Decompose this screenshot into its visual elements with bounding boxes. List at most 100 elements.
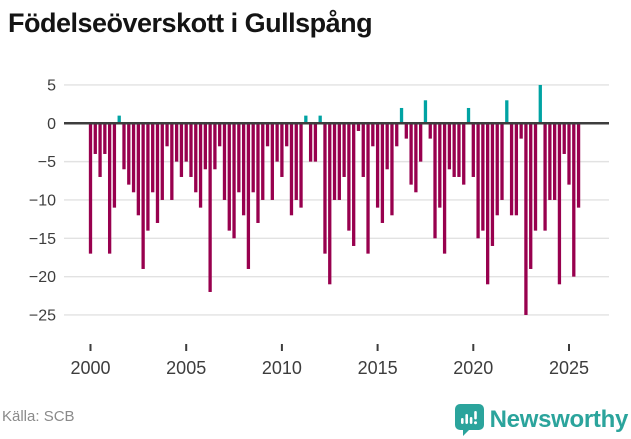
x-axis-tick-label: 2015: [358, 358, 398, 378]
bar: [131, 123, 136, 193]
bar: [170, 123, 174, 200]
bar: [457, 123, 461, 177]
bar: [174, 123, 179, 162]
bar: [567, 123, 571, 185]
bar: [155, 123, 160, 223]
bar: [442, 123, 447, 254]
bar: [371, 123, 375, 147]
bar: [390, 123, 394, 216]
x-axis-tick-label: 2020: [453, 358, 493, 378]
bar: [136, 123, 140, 216]
bar: [519, 123, 523, 139]
bar: [98, 123, 102, 177]
bar: [117, 115, 121, 124]
bar: [299, 123, 303, 208]
bar: [481, 123, 485, 231]
bar: [395, 123, 399, 147]
bar: [88, 123, 93, 254]
bar: [524, 123, 528, 315]
bar: [500, 123, 504, 200]
bar: [107, 123, 112, 254]
source-label: Källa: SCB: [2, 408, 75, 425]
bar: [160, 123, 164, 200]
x-axis-tick-label: 2025: [549, 358, 589, 378]
bar-series: [88, 84, 581, 315]
bar: [275, 123, 279, 162]
bar: [304, 115, 308, 124]
bar: [572, 123, 576, 277]
bar: [337, 123, 341, 200]
bar: [553, 123, 557, 200]
bar: [332, 123, 337, 200]
bar: [184, 123, 188, 162]
bar: [356, 123, 361, 131]
bar: [246, 123, 251, 269]
bar: [433, 123, 437, 239]
x-axis-tick-label: 2010: [262, 358, 302, 378]
bar: [466, 107, 471, 124]
bar: [285, 123, 289, 147]
chart-title: Födelseöverskott i Gullspång: [8, 8, 373, 38]
bar: [428, 123, 432, 139]
bar: [486, 123, 490, 285]
bar: [419, 123, 423, 162]
bar: [222, 123, 227, 200]
bar: [505, 100, 509, 124]
bar: [241, 123, 246, 216]
bar: [462, 123, 466, 185]
bar: [151, 123, 155, 193]
newsworthy-wordmark: Newsworthy: [489, 406, 629, 433]
bar: [141, 123, 145, 269]
bar: [127, 123, 131, 185]
bar: [112, 123, 117, 208]
bar: [256, 123, 260, 223]
bar: [165, 123, 169, 147]
y-axis-tick-label: 5: [47, 77, 56, 94]
bar: [509, 123, 514, 216]
bar: [270, 123, 274, 200]
bar: [414, 123, 418, 193]
y-axis-tick-label: −15: [29, 231, 56, 248]
bar: [409, 123, 413, 185]
y-axis-tick-label: −20: [29, 269, 56, 286]
bar: [318, 115, 322, 124]
bar: [375, 123, 380, 208]
bar: [514, 123, 519, 216]
bar: [423, 100, 428, 124]
bar: [557, 123, 562, 285]
y-axis-tick-label: −5: [38, 154, 56, 171]
bar: [265, 123, 270, 147]
bar: [366, 123, 370, 254]
bar: [227, 123, 231, 231]
bar: [122, 123, 126, 170]
bar: [194, 123, 198, 193]
bar: [361, 123, 365, 177]
bar: [533, 123, 538, 231]
y-axis-tick-label: −10: [29, 192, 56, 209]
bar: [342, 123, 346, 177]
bar: [280, 123, 284, 177]
y-axis-tick-label: −25: [29, 307, 56, 324]
bar: [562, 123, 566, 154]
bar: [308, 123, 313, 162]
bar: [438, 123, 442, 208]
bar: [576, 123, 581, 208]
bar: [146, 123, 150, 231]
bar: [380, 123, 385, 223]
bar: [548, 123, 552, 200]
newsworthy-logo-link[interactable]: Newsworthy: [454, 403, 628, 437]
bar: [352, 123, 356, 246]
bar: [347, 123, 351, 231]
bar: [385, 123, 389, 170]
bar: [261, 123, 265, 200]
bar: [213, 123, 217, 170]
bar: [289, 123, 294, 216]
y-axis-tick-label: 0: [47, 116, 56, 133]
x-axis-tick-label: 2000: [70, 358, 110, 378]
bar: [198, 123, 203, 208]
bar: [476, 123, 480, 239]
bar: [179, 123, 184, 177]
x-axis-tick-label: 2005: [166, 358, 206, 378]
